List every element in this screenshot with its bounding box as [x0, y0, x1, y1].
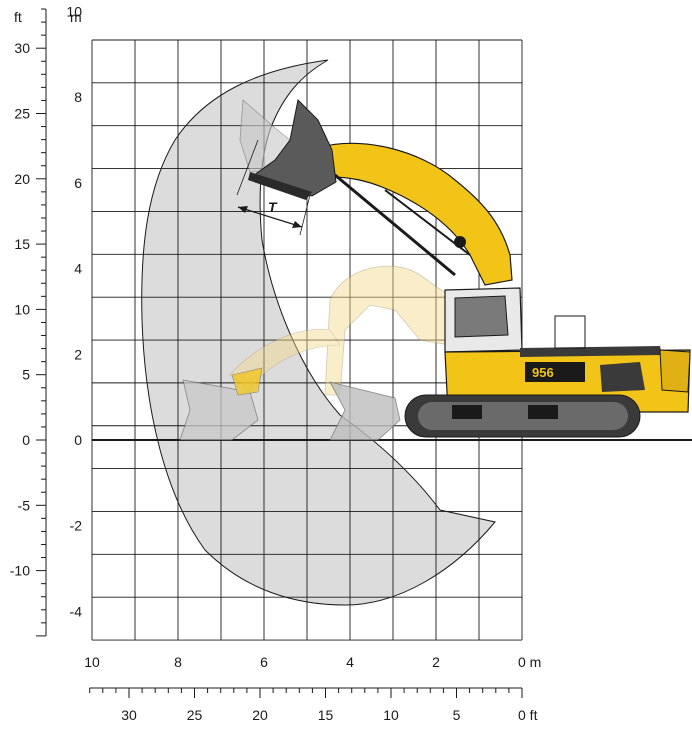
y-m-tick-label: -4 — [70, 603, 83, 619]
y-m-tick-label: 6 — [74, 175, 82, 191]
x-m-tick-label: 4 — [346, 654, 354, 670]
x-m-tick-label: 10 — [84, 654, 100, 670]
x-ft-tick-label: 15 — [318, 707, 334, 723]
upper-carriage: 956 — [444, 287, 691, 413]
x-ft-tick-label: 0 ft — [518, 707, 538, 723]
ft-unit-label: ft — [14, 9, 22, 25]
x-ft-tick-label: 10 — [383, 707, 399, 723]
y-m-tick-label: -2 — [70, 518, 83, 534]
x-ft-axis — [89, 687, 523, 698]
y-ft-tick-label: 25 — [14, 106, 30, 122]
x-ft-axis-labels: 30 25 20 15 10 5 0 ft — [121, 707, 537, 723]
y-ft-tick-label: 10 — [14, 301, 30, 317]
x-m-axis-labels: 10 8 6 4 2 0 m — [84, 654, 541, 670]
y-m-tick-label: 2 — [74, 346, 82, 362]
boom-arm — [317, 142, 513, 286]
x-ft-tick-label: 5 — [453, 707, 461, 723]
y-ft-tick-label: 5 — [22, 367, 30, 383]
crawler-track — [404, 394, 641, 438]
x-m-tick-label: 2 — [432, 654, 440, 670]
y-ft-tick-label: -10 — [10, 563, 30, 579]
t-label: T — [268, 199, 278, 215]
y-m-tick-label: 10 — [66, 3, 82, 19]
y-m-tick-label: 4 — [74, 261, 82, 277]
y-ft-tick-label: 0 — [22, 432, 30, 448]
y-m-tick-label: 0 — [74, 432, 82, 448]
ghost-bucket-near — [329, 381, 401, 441]
y-ft-tick-label: 15 — [14, 236, 30, 252]
t-dimension: T — [236, 139, 311, 236]
x-ft-tick-label: 30 — [121, 707, 137, 723]
m-unit-label: m — [70, 9, 82, 25]
y-ft-tick-label: 30 — [14, 40, 30, 56]
x-m-tick-label: 6 — [260, 654, 268, 670]
y-ft-tick-label: 20 — [14, 171, 30, 187]
x-ft-tick-label: 20 — [252, 707, 268, 723]
ft-axis-labels: 30 25 20 15 10 5 0 -5 -10 — [10, 40, 30, 578]
model-badge: 956 — [532, 365, 554, 380]
x-m-tick-label: 0 m — [518, 654, 541, 670]
ghost-bucket-far — [179, 367, 263, 441]
main-bucket — [248, 98, 337, 200]
x-ft-tick-label: 25 — [187, 707, 203, 723]
x-m-tick-label: 8 — [174, 654, 182, 670]
y-m-tick-label: 8 — [74, 89, 82, 105]
m-axis-labels: 10 8 6 4 2 0 -2 -4 — [66, 3, 82, 619]
ft-axis — [36, 8, 47, 637]
y-ft-tick-label: -5 — [18, 497, 31, 513]
